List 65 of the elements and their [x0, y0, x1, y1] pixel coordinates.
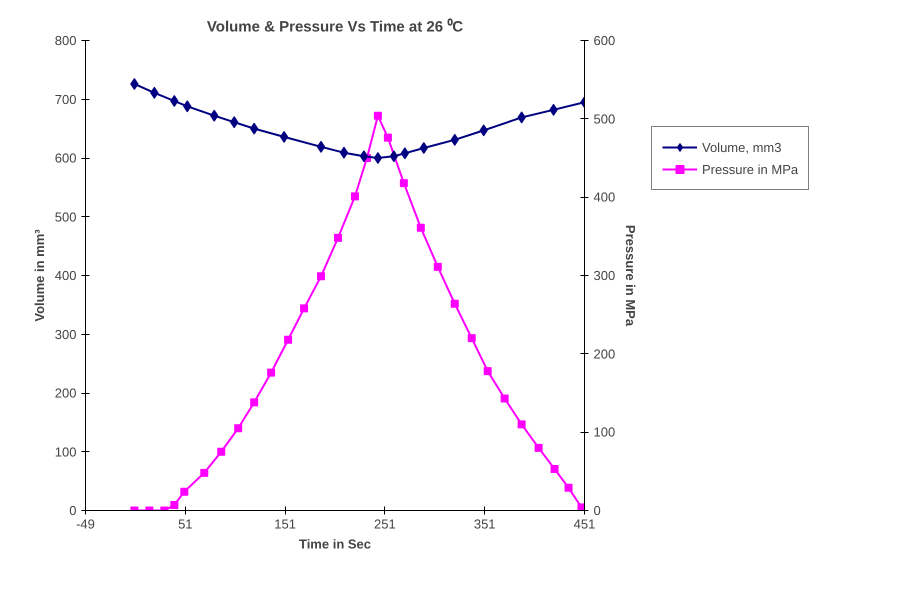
- point: [250, 122, 258, 135]
- x-tick-label: 51: [178, 516, 193, 532]
- y-tick-label: 600: [54, 150, 77, 166]
- point: [400, 147, 410, 160]
- point: [549, 104, 558, 116]
- x-tick-label: 451: [574, 516, 596, 532]
- y-tick-label: 700: [54, 92, 77, 107]
- point: [374, 152, 382, 164]
- y-tick-label: 500: [54, 209, 77, 224]
- y2-tick-label: 500: [594, 111, 616, 126]
- point: [360, 150, 368, 162]
- x-tick-label: -49: [76, 516, 95, 532]
- y-tick-label: 200: [54, 386, 77, 400]
- y-tick-label: 100: [54, 444, 77, 460]
- point: [434, 262, 442, 271]
- x-tick-label: 251: [374, 516, 396, 532]
- y-tick-label: 400: [54, 268, 77, 283]
- y-tick-label: 0: [69, 503, 77, 518]
- point: [234, 424, 242, 432]
- point: [267, 368, 276, 377]
- point: [534, 444, 543, 452]
- point: [518, 420, 526, 428]
- point: [250, 398, 258, 406]
- y2-tick-label: 400: [594, 190, 616, 205]
- point: [170, 501, 178, 510]
- legend-label: Pressure in MPa: [702, 162, 798, 176]
- y-tick-label: 300: [54, 326, 77, 342]
- legend-label: Volume, mm3: [702, 140, 782, 154]
- y2-axis-title: Pressure in MPa: [623, 224, 638, 327]
- point: [340, 146, 348, 159]
- point: [468, 334, 476, 342]
- y2-tick-label: 600: [594, 33, 616, 48]
- y2-tick-label: 0: [594, 503, 601, 518]
- point: [517, 111, 526, 124]
- x-tick-label: 351: [474, 516, 496, 532]
- point: [284, 336, 292, 344]
- point: [450, 300, 459, 308]
- point: [150, 86, 159, 99]
- point: [416, 224, 425, 232]
- point: [280, 130, 288, 143]
- x-tick-label: 151: [274, 516, 296, 532]
- point: [334, 234, 342, 242]
- point: [300, 304, 308, 312]
- point: [564, 484, 573, 492]
- y2-tick-label: 300: [594, 268, 616, 283]
- point: [217, 448, 226, 456]
- y2-tick-label: 200: [594, 346, 616, 362]
- point: [384, 134, 392, 142]
- y-tick-label: 800: [54, 33, 77, 48]
- point: [550, 464, 559, 473]
- point: [400, 179, 408, 188]
- chart-title: Volume & Pressure Vs Time at 26 ⁰C: [206, 18, 464, 36]
- point: [374, 112, 382, 120]
- point: [500, 394, 509, 402]
- point: [200, 468, 208, 477]
- point: [350, 192, 359, 200]
- point: [180, 488, 188, 496]
- y-axis-title: Volume in mm³: [32, 228, 47, 322]
- point: [316, 140, 326, 153]
- point: [484, 367, 492, 376]
- point: [390, 150, 398, 162]
- point: [130, 78, 139, 90]
- x-axis-title: Time in Sec: [298, 536, 372, 552]
- point: [317, 272, 326, 280]
- y2-tick-label: 100: [594, 424, 616, 440]
